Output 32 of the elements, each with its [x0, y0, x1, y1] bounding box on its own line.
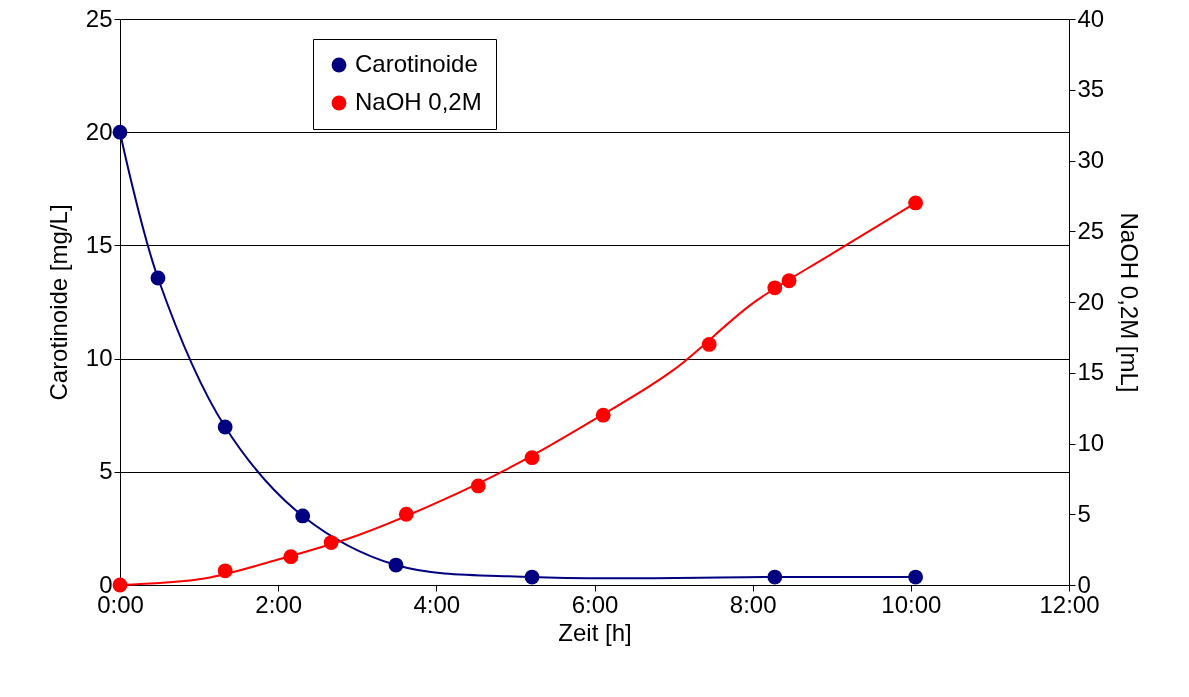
y-tick-label: 10	[85, 344, 113, 372]
y2-tick-label: 40	[1077, 4, 1105, 32]
y-axis-title: Carotinoide [mg/L]	[44, 204, 72, 401]
x-tick-label: 10:00	[881, 590, 942, 618]
point	[388, 557, 404, 573]
x-tick-label: 8:00	[729, 590, 777, 618]
point	[217, 419, 233, 435]
y2-tick-label: 35	[1077, 75, 1105, 103]
point	[767, 569, 783, 585]
point	[295, 508, 311, 524]
y2-tick-label: 25	[1077, 216, 1105, 244]
y2-tick-label: 20	[1077, 287, 1105, 315]
y2-tick-label: 5	[1077, 499, 1091, 527]
y-tick-label: 15	[85, 230, 113, 258]
x-tick-label: 6:00	[571, 590, 619, 618]
point	[150, 270, 166, 286]
point	[112, 577, 128, 593]
point	[524, 569, 540, 585]
y2-axis-title: NaOH 0,2M [mL]	[1116, 212, 1144, 393]
y2-tick-label: 10	[1077, 429, 1105, 456]
y2-tick-label: 30	[1077, 146, 1105, 173]
legend-label: NaOH 0,2M	[355, 88, 482, 115]
legend-label: Carotinoide	[355, 50, 478, 77]
point	[112, 124, 128, 140]
x-tick-label: 4:00	[413, 590, 461, 618]
y-tick-label: 25	[85, 4, 113, 32]
y-tick-label: 20	[85, 117, 113, 145]
y-tick-label: 5	[99, 457, 113, 485]
y2-tick-label: 15	[1077, 358, 1105, 386]
point	[908, 569, 923, 585]
x-tick-label: 2:00	[255, 590, 303, 618]
x-axis-title: Zeit [h]	[558, 618, 632, 646]
